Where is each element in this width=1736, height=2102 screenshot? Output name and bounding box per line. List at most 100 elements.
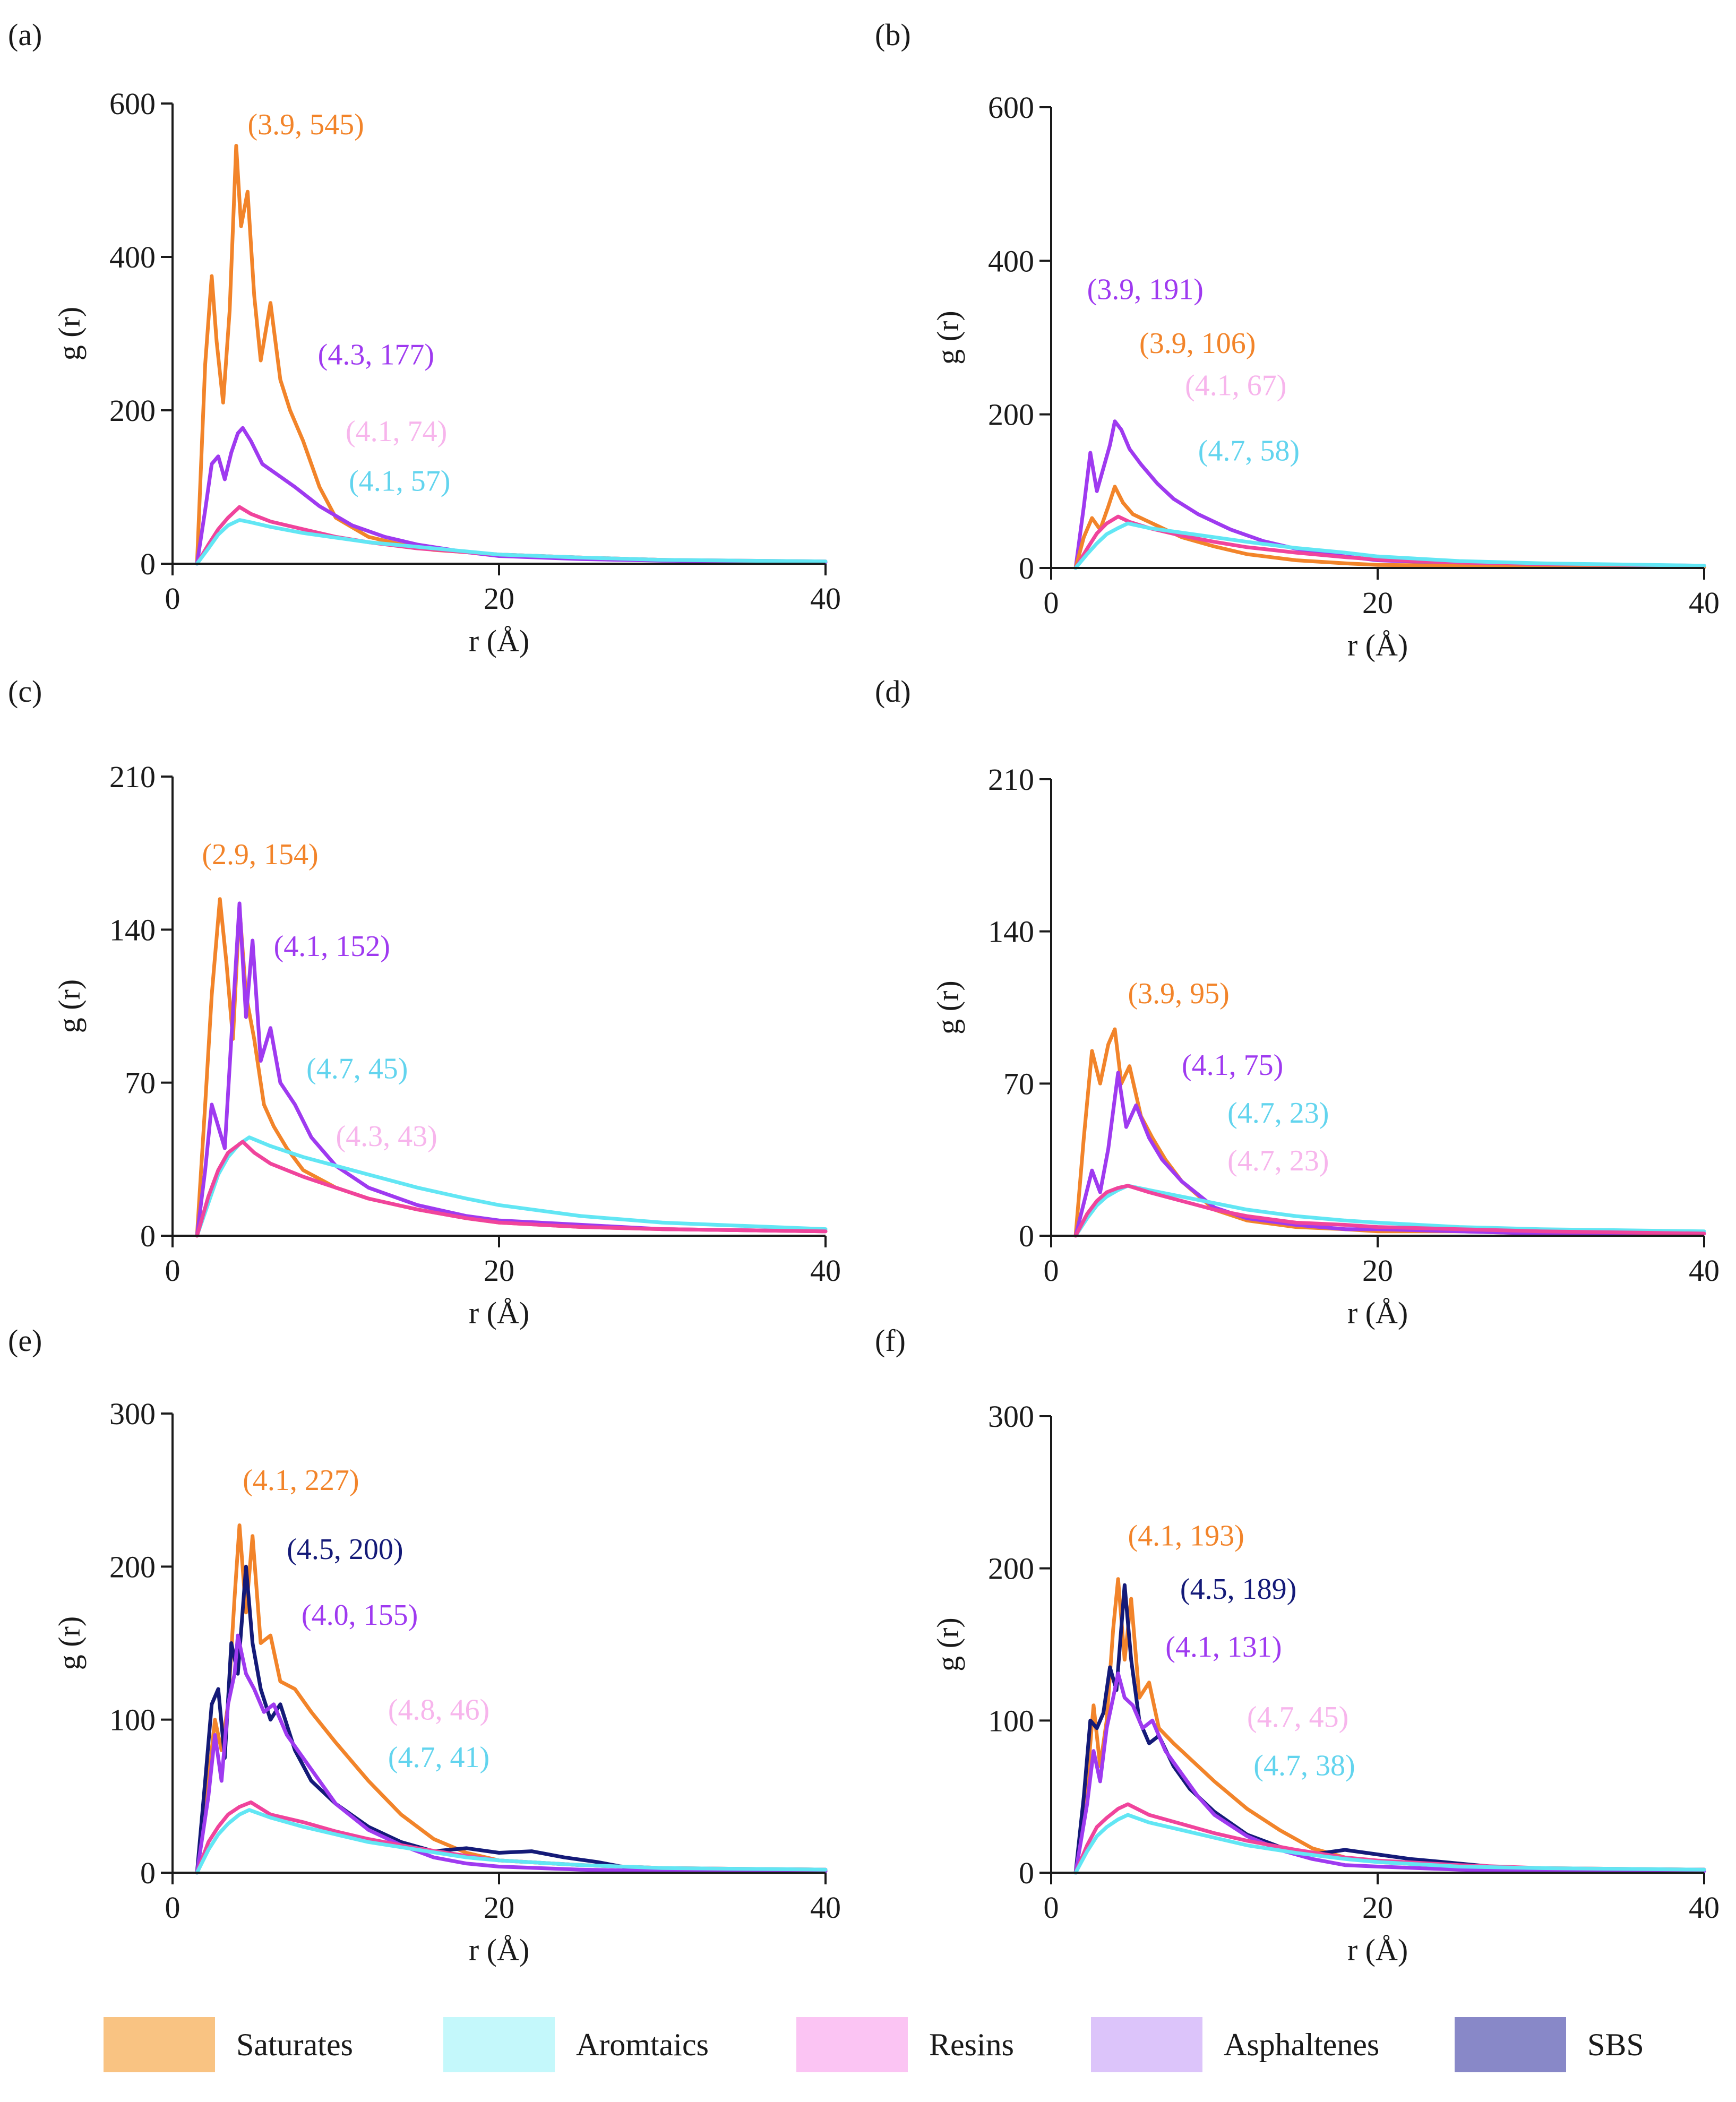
y-tick-label: 70 [125,1066,156,1100]
legend-item-sbs: SBS [1455,2017,1644,2072]
peak-annotation: (4.1, 152) [274,930,390,963]
series-line-saturates [195,144,828,566]
legend-swatch-sbs [1455,2017,1566,2072]
series-line-resins [195,1140,828,1238]
legend-label-aromatics: Aromtaics [576,2027,709,2062]
y-axis-title: g (r) [931,311,965,364]
legend-item-resins: Resins [796,2017,1014,2072]
peak-annotation: (3.9, 95) [1128,977,1230,1010]
series-line-sbs [195,1564,828,1875]
legend-label-saturates: Saturates [236,2027,353,2062]
x-axis-title: r (Å) [469,624,529,658]
y-tick-label: 200 [109,1549,156,1584]
legend-label-asphaltenes: Asphaltenes [1224,2027,1380,2062]
legend-swatch-resins [796,2017,908,2072]
series-line-aromtaics [195,518,828,566]
peak-annotation: (4.5, 189) [1180,1573,1296,1606]
x-axis-title: r (Å) [1347,1296,1408,1330]
x-tick-label: 0 [1044,585,1059,620]
peak-annotation: (4.5, 200) [287,1533,403,1566]
legend-label-sbs: SBS [1587,2027,1644,2062]
y-tick-label: 100 [109,1703,156,1737]
x-tick-label: 20 [484,1253,514,1288]
y-tick-label: 140 [988,915,1034,949]
panel-label: (c) [8,674,42,709]
legend-swatch-aromatics [443,2017,555,2072]
peak-annotation: (4.1, 131) [1165,1631,1282,1664]
legend-item-saturates: Saturates [104,2017,353,2072]
peak-annotation: (3.9, 106) [1139,327,1256,360]
x-tick-label: 40 [1689,585,1720,620]
x-tick-label: 0 [1044,1890,1059,1925]
x-tick-label: 20 [1362,1890,1393,1925]
y-axis-title: g (r) [931,1617,965,1671]
peak-annotation: (4.7, 41) [388,1741,489,1774]
x-tick-label: 0 [165,581,181,616]
series-line-asphaltenes [1073,419,1706,570]
y-tick-label: 400 [109,240,156,274]
series-line-asphaltenes [1073,1071,1706,1238]
series-line-resins [1073,514,1706,570]
x-axis-title: r (Å) [1347,628,1408,662]
legend-swatch-asphaltenes [1091,2017,1202,2072]
x-tick-label: 40 [810,581,841,616]
x-tick-label: 20 [1362,1253,1393,1288]
y-tick-label: 100 [988,1703,1034,1738]
peak-annotation: (4.7, 58) [1198,434,1300,467]
y-tick-label: 0 [140,1856,156,1890]
peak-annotation: (4.1, 57) [349,465,450,498]
series-line-asphaltenes [195,901,828,1238]
y-axis-title: g (r) [52,979,87,1033]
y-tick-label: 300 [988,1399,1034,1434]
panel-label: (b) [875,18,911,52]
legend-item-aromatics: Aromtaics [443,2017,709,2072]
legend-label-resins: Resins [929,2027,1015,2062]
peak-annotation: (4.7, 23) [1227,1144,1329,1177]
peak-annotation: (3.9, 191) [1087,273,1204,306]
x-axis-title: r (Å) [1347,1933,1408,1967]
peak-annotation: (4.1, 67) [1185,369,1286,402]
series-line-resins [1073,1184,1706,1238]
x-tick-label: 0 [165,1253,181,1288]
x-tick-label: 0 [165,1890,181,1925]
peak-annotation: (4.1, 75) [1182,1049,1283,1082]
peak-annotation: (2.9, 154) [202,838,318,871]
y-axis-title: g (r) [52,307,87,360]
y-tick-label: 200 [988,398,1034,432]
series-line-asphaltenes [1073,1672,1706,1875]
x-axis-title: r (Å) [469,1933,529,1967]
y-tick-label: 600 [988,90,1034,125]
y-tick-label: 210 [988,762,1034,797]
peak-annotation: (4.0, 155) [302,1599,418,1632]
x-tick-label: 40 [810,1253,841,1288]
legend-item-asphaltenes: Asphaltenes [1091,2017,1379,2072]
peak-annotation: (4.3, 177) [318,338,434,371]
chart-panel-b: (b) 0 200 400 600 0 20 40 r (Å) g (r) (3.9, 191) (3… [875,18,1720,662]
y-tick-label: 200 [109,393,156,428]
chart-panel-a: (a) 0 200 400 600 0 20 40 r (Å) g (r) (3.9, 545) (4… [8,18,841,658]
peak-annotation: (4.8, 46) [388,1694,489,1727]
y-tick-label: 0 [1019,1219,1034,1253]
y-axis-title: g (r) [52,1616,87,1670]
y-tick-label: 210 [109,760,156,794]
peak-annotation: (4.7, 45) [1247,1701,1348,1734]
chart-panel-c: (c) 0 70 140 210 0 20 40 r (Å) g (r) (2.9, 154) (4.… [8,674,841,1330]
series-line-aromtaics [1073,1184,1706,1238]
series-line-aromtaics [1073,521,1706,570]
peak-annotation: (4.1, 74) [346,415,447,448]
x-tick-label: 0 [1044,1253,1059,1288]
x-tick-label: 40 [810,1890,841,1925]
series-line-saturates [1073,1027,1706,1238]
peak-annotation: (4.1, 227) [243,1464,359,1497]
y-tick-label: 140 [109,912,156,947]
y-tick-label: 200 [988,1552,1034,1586]
chart-panel-f: (f) 0 100 200 300 0 20 40 r (Å) g (r) (4.1, 193) (4… [875,1323,1720,1967]
panel-label: (a) [8,18,42,52]
y-tick-label: 0 [140,547,156,581]
panel-label: (d) [875,674,911,709]
y-tick-label: 300 [109,1397,156,1431]
x-tick-label: 20 [484,581,514,616]
chart-panel-e: (e) 0 100 200 300 0 20 40 r (Å) g (r) (4.1, 227) (4… [8,1323,841,1967]
x-tick-label: 40 [1689,1253,1720,1288]
x-tick-label: 20 [484,1890,514,1925]
